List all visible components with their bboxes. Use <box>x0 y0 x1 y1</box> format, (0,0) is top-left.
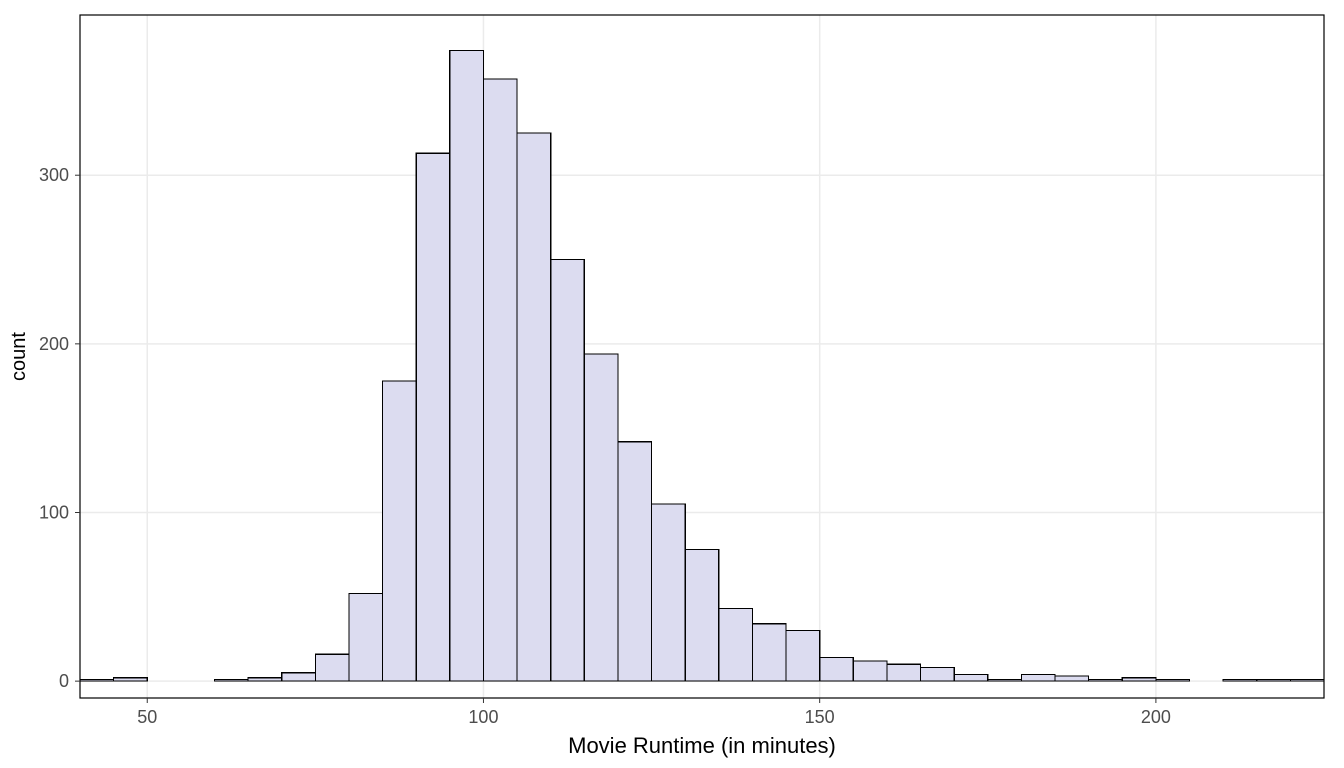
histogram-bar <box>1089 679 1123 681</box>
histogram-bar <box>483 79 517 681</box>
histogram-bar <box>214 679 248 681</box>
y-tick-label: 0 <box>59 671 69 691</box>
histogram-bar <box>450 50 484 681</box>
histogram-bar <box>1290 679 1324 681</box>
histogram-bar <box>685 550 719 682</box>
histogram-bar <box>315 654 349 681</box>
histogram-bar <box>416 153 450 681</box>
histogram-bar <box>1055 676 1089 681</box>
histogram-bar <box>517 133 551 681</box>
histogram-bar <box>752 624 786 681</box>
y-tick-label: 100 <box>39 502 69 522</box>
histogram-bar <box>282 673 316 681</box>
x-axis-title: Movie Runtime (in minutes) <box>568 733 836 758</box>
histogram-bar <box>853 661 887 681</box>
y-tick-label: 300 <box>39 165 69 185</box>
histogram-bar <box>820 658 854 682</box>
histogram-bar <box>114 678 148 681</box>
x-tick-label: 50 <box>137 707 157 727</box>
histogram-plot: 50 100 150 200 0 100 200 300 Movie Runtime (in m… <box>0 0 1344 768</box>
x-tick-label: 100 <box>468 707 498 727</box>
x-tick-label: 200 <box>1141 707 1171 727</box>
y-axis-title: count <box>8 332 30 381</box>
histogram-bar <box>584 354 618 681</box>
histogram-bar <box>1257 679 1291 681</box>
histogram-bar <box>887 664 921 681</box>
y-tick-label: 200 <box>39 334 69 354</box>
histogram-bar <box>383 381 417 681</box>
histogram-bar <box>719 609 753 682</box>
histogram-bar <box>551 260 585 682</box>
histogram-bar <box>248 678 282 681</box>
histogram-bar <box>1223 679 1257 681</box>
histogram-bar <box>1021 674 1055 681</box>
histogram-bar <box>652 504 686 681</box>
histogram-bar <box>988 679 1022 681</box>
histogram-bar <box>1156 679 1190 681</box>
x-tick-label: 150 <box>805 707 835 727</box>
chart-svg: 50 100 150 200 0 100 200 300 Movie Runtime (in m… <box>0 0 1344 768</box>
histogram-bar <box>1122 678 1156 681</box>
histogram-bar <box>921 668 955 681</box>
histogram-bar <box>954 674 988 681</box>
histogram-bar <box>618 442 652 681</box>
histogram-bar <box>786 631 820 682</box>
histogram-bar <box>80 679 114 681</box>
histogram-bar <box>349 593 383 681</box>
